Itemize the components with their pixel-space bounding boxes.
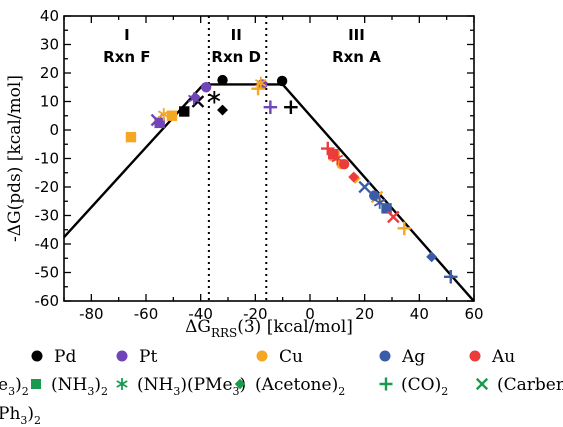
data-point-pd-circle bbox=[217, 74, 228, 86]
data-point-au-cross bbox=[387, 210, 400, 224]
data-point-pd-diamond bbox=[217, 104, 228, 116]
y-tick-label: 0 bbox=[49, 121, 59, 139]
x-tick-label: 60 bbox=[464, 305, 483, 323]
y-tick-label: -10 bbox=[35, 150, 60, 168]
legend-ligand-label: e3)2 bbox=[0, 375, 29, 398]
y-tick-label: -60 bbox=[35, 292, 60, 310]
data-point-pt-asterisk bbox=[187, 92, 200, 105]
legend-ligand-marker bbox=[234, 378, 246, 390]
region-labels: I Rxn F II Rxn D III Rxn A bbox=[103, 26, 381, 66]
data-point-cu-plus bbox=[397, 221, 412, 236]
data-point-pd-plus bbox=[284, 100, 298, 114]
legend-ligand-none: Ph3)2 bbox=[0, 404, 41, 427]
legend-marker-ag bbox=[379, 350, 391, 362]
x-tick-label: -20 bbox=[243, 305, 268, 323]
legend-ligand-label: (NH3)(PMe3) bbox=[137, 375, 246, 398]
data-points-layer bbox=[125, 74, 458, 284]
data-point-cu-plus bbox=[251, 81, 265, 96]
y-tick-label: -20 bbox=[35, 178, 60, 196]
region-numeral: III bbox=[348, 26, 365, 44]
legend-ligand-label: (NH3)2 bbox=[51, 375, 108, 398]
y-tick-label: 10 bbox=[40, 93, 59, 111]
data-point-ag-diamond bbox=[426, 251, 438, 263]
legend-ligand-circle: e3)2 bbox=[0, 375, 29, 398]
legend-ligand-diamond: (Acetone)2 bbox=[234, 375, 345, 398]
legend-ligand-plus: (CO)2 bbox=[379, 375, 448, 398]
y-axis-title: -ΔG(pds) [kcal/mol] bbox=[5, 75, 25, 242]
x-axis-title: ΔGRRS(3) [kcal/mol] bbox=[185, 317, 353, 340]
legend-metal-au: Au bbox=[469, 347, 515, 367]
data-point-au-square bbox=[328, 149, 339, 160]
legend-metal-label: Pt bbox=[139, 347, 157, 367]
legend-ligand-label: (Acetone)2 bbox=[255, 375, 345, 398]
legend: Pd Pt Cu Ag Au e3)2 (NH3)2 (NH3)(PMe3) (Acetone)… bbox=[0, 347, 563, 427]
data-point-ag-square bbox=[381, 203, 392, 214]
x-tick-label: -80 bbox=[79, 305, 104, 323]
y-tick-label: 40 bbox=[40, 7, 59, 25]
legend-metal-pd: Pd bbox=[31, 347, 76, 367]
data-point-au-asterisk bbox=[331, 152, 344, 165]
legend-metal-cu: Cu bbox=[256, 347, 303, 367]
data-point-au-plus bbox=[321, 141, 335, 156]
volcano-line-layer bbox=[63, 83, 475, 303]
legend-ligand-asterisk: (NH3)(PMe3) bbox=[116, 375, 246, 398]
data-point-pt-plus bbox=[263, 100, 278, 114]
legend-metal-label: Cu bbox=[279, 347, 303, 367]
legend-metal-label: Ag bbox=[401, 347, 425, 367]
data-point-ag-cross bbox=[358, 180, 371, 194]
data-point-pd-circle bbox=[276, 75, 288, 87]
data-point-au-diamond bbox=[348, 171, 360, 183]
legend-ligand-marker bbox=[31, 379, 41, 389]
axis-ticks: -80 -60 -40 -20 0 20 40 60 -60 -50 -40 -30 -20 -10 0 10… bbox=[35, 7, 484, 323]
legend-metal-pt: Pt bbox=[116, 347, 157, 367]
legend-ligand-marker bbox=[379, 377, 393, 391]
axis-titles: ΔGRRS(3) [kcal/mol] -ΔG(pds) [kcal/mol] bbox=[5, 75, 353, 340]
data-point-cu-square bbox=[125, 131, 137, 143]
data-point-ag-circle bbox=[369, 190, 380, 201]
x-tick-label: 0 bbox=[305, 305, 315, 323]
legend-ligand-square: (NH3)2 bbox=[31, 375, 108, 398]
legend-ligand-label: (Carbene)2 bbox=[497, 375, 563, 398]
volcano-trend-line bbox=[63, 83, 475, 303]
y-tick-label: -40 bbox=[35, 235, 60, 253]
x-tick-label: -60 bbox=[134, 305, 159, 323]
legend-ligand-marker bbox=[116, 378, 128, 390]
data-point-cu-square bbox=[166, 110, 178, 121]
region-reaction-name: Rxn D bbox=[211, 48, 261, 66]
legend-ligand-marker bbox=[475, 377, 489, 391]
x-tick-label: -40 bbox=[188, 305, 213, 323]
x-tick-label: 20 bbox=[355, 305, 374, 323]
legend-metal-ag: Ag bbox=[379, 347, 425, 367]
data-point-ag-asterisk bbox=[373, 196, 386, 209]
data-point-pd-asterisk bbox=[208, 90, 221, 104]
data-point-cu-asterisk bbox=[157, 108, 170, 121]
region-reaction-name: Rxn F bbox=[103, 48, 150, 66]
legend-metal-label: Au bbox=[491, 347, 515, 367]
legend-ligand-label: Ph3)2 bbox=[0, 404, 41, 427]
data-point-pt-circle bbox=[200, 82, 212, 93]
y-tick-label: 20 bbox=[40, 64, 59, 82]
region-reaction-name: Rxn A bbox=[332, 48, 381, 66]
data-point-pd-square bbox=[179, 106, 190, 117]
legend-marker-pt bbox=[116, 350, 128, 362]
y-tick-label: -50 bbox=[35, 264, 60, 282]
legend-ligand-label: (CO)2 bbox=[401, 375, 448, 398]
region-numeral: II bbox=[231, 26, 242, 44]
data-point-ag-plus bbox=[444, 270, 458, 284]
region-numeral: I bbox=[124, 26, 130, 44]
y-tick-label: -30 bbox=[35, 207, 60, 225]
legend-marker-cu bbox=[256, 350, 268, 362]
legend-metal-label: Pd bbox=[54, 347, 76, 367]
y-tick-label: 30 bbox=[40, 36, 59, 54]
legend-marker-pd bbox=[31, 350, 43, 362]
x-tick-label: 40 bbox=[410, 305, 429, 323]
legend-marker-au bbox=[469, 350, 481, 362]
legend-ligand-cross: (Carbene)2 bbox=[475, 375, 563, 398]
